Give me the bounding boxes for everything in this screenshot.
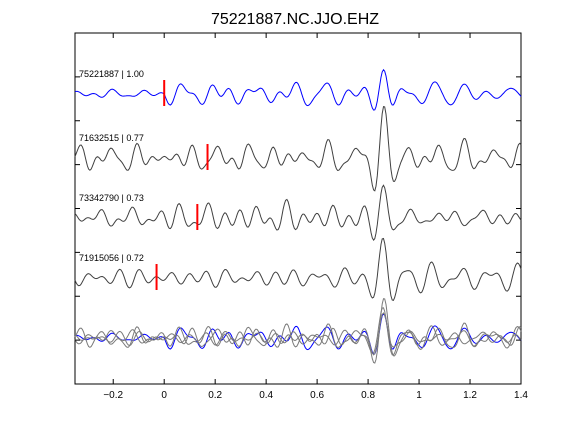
trace-label-71632515: 71632515 | 0.77 [79,133,144,143]
x-tick-label: 1.2 [463,390,477,401]
chart-title: 75221887.NC.JJO.EHZ [211,11,379,28]
x-tick-label: 0.6 [310,390,324,401]
trace-group [74,68,522,302]
y-axis [75,32,521,385]
trace-line-71915056 [74,237,522,302]
x-tick-label: 0.4 [259,390,273,401]
pick-markers [155,80,209,290]
trace-line-71632515 [74,105,522,192]
trace-label-75221887: 75221887 | 1.00 [79,69,144,79]
overlay-trace-73342790 [74,312,522,356]
x-tick-label: −0.2 [103,390,123,401]
x-tick-label: 1.4 [514,390,528,401]
overlay-stack [74,298,522,364]
overlay-trace-71632515 [74,298,522,364]
trace-line-73342790 [74,184,522,241]
x-tick-label: 0.2 [208,390,222,401]
trace-label-73342790: 73342790 | 0.73 [79,193,144,203]
x-tick-label: 0 [161,390,167,401]
axes-frame [74,32,522,385]
x-tick-label: 0.8 [361,390,375,401]
trace-label-71915056: 71915056 | 0.72 [79,253,144,263]
overlay-trace-71915056 [74,307,522,356]
x-axis: −0.2 0 0.2 0.4 0.6 0.8 1 1.2 1.4 [103,33,528,401]
trace-labels: 75221887 | 1.00 71632515 | 0.77 73342790 |… [79,69,144,263]
x-tick-label: 1 [416,390,422,401]
trace-line-75221887 [74,68,522,111]
overlay-trace-75221887 [74,312,522,355]
plot-area [74,32,522,385]
